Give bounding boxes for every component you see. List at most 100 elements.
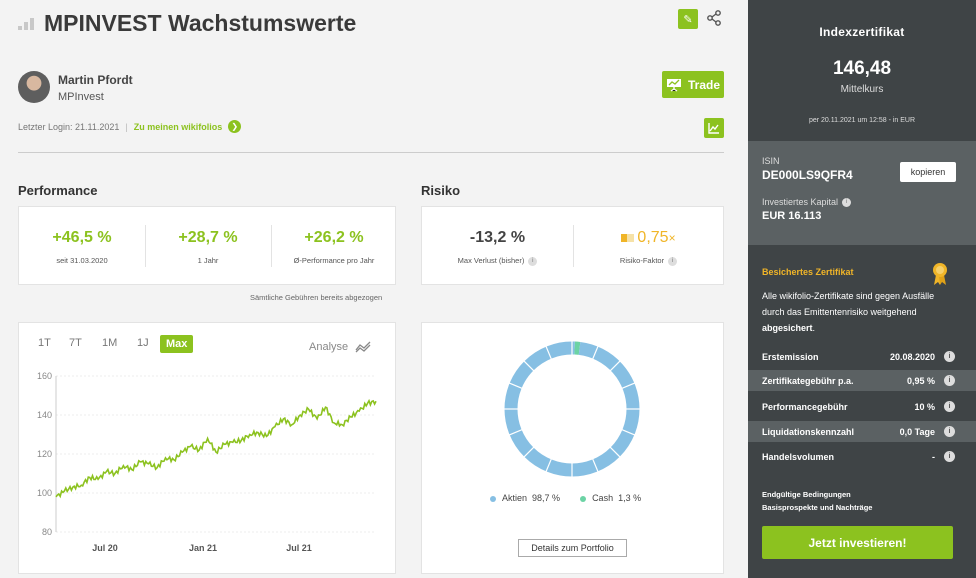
legend-dot: [580, 495, 587, 502]
row-value: 10 %: [914, 402, 935, 412]
login-row: Letzter Login: 21.11.2021 | Zu meinen wi…: [18, 120, 242, 133]
kpi-value: +26,2 %: [304, 229, 364, 246]
title-row: MPINVEST Wachstumswerte: [18, 10, 356, 37]
risk-factor-label: Risiko-Faktor: [619, 256, 665, 265]
page-title: MPINVEST Wachstumswerte: [44, 10, 357, 36]
trade-button[interactable]: Trade: [662, 71, 724, 98]
secured-title: Besichertes Zertifikat: [762, 267, 854, 277]
performance-title: Performance: [18, 183, 98, 198]
tab-1t[interactable]: 1T: [38, 337, 51, 349]
y-tick-label: 120: [37, 449, 52, 459]
row-trading-volume: Handelsvolumen - i: [748, 446, 976, 467]
y-tick-label: 160: [37, 371, 52, 381]
fees-note: Sämtliche Gebühren bereits abgezogen: [250, 293, 383, 302]
risk-factor-suffix: ×: [668, 231, 676, 245]
final-terms-link[interactable]: Endgültige Bedingungen: [762, 490, 851, 499]
risk-factor-value: 0,75: [637, 229, 669, 246]
donut-separator: [508, 382, 523, 390]
tab-1m[interactable]: 1M: [102, 337, 118, 349]
row-performance-fee: Performancegebühr 10 % i: [748, 396, 976, 417]
row-value: 20.08.2020: [889, 352, 935, 362]
legend-item-cash: Cash 1,3 %: [580, 493, 641, 503]
certificate-sidebar: Indexzertifikat 146,48 Mittelkurs per 20…: [748, 0, 976, 578]
donut-separator: [545, 458, 553, 473]
divider: [271, 225, 272, 267]
tab-7t[interactable]: 7T: [69, 337, 82, 349]
avatar[interactable]: [18, 71, 50, 103]
info-icon[interactable]: i: [842, 198, 852, 208]
chevron-right-icon[interactable]: ❯: [228, 120, 242, 133]
row-certificate-fee: Zertifikategebühr p.a. 0,95 % i: [748, 370, 976, 391]
row-liquidation: Liquidationskennzahl 0,0 Tage i: [748, 421, 976, 442]
secured-bold: abgesichert: [762, 323, 813, 333]
donut-separator: [523, 446, 535, 458]
x-tick-label: Jul 20: [92, 543, 118, 553]
price-date: per 20.11.2021 um 12:58 - in EUR: [808, 117, 916, 124]
info-icon[interactable]: i: [944, 375, 955, 386]
prospectus-link[interactable]: Basisprospekte und Nachträge: [762, 503, 873, 512]
allocation-donut-chart: [503, 340, 641, 478]
kpi-value: 0,75×: [573, 229, 724, 247]
donut-separator: [545, 345, 553, 360]
mid-price: 146,48: [832, 58, 892, 79]
share-icon[interactable]: [706, 9, 722, 27]
series-line: [55, 398, 377, 499]
info-icon[interactable]: i: [668, 256, 678, 266]
secured-text: Alle wikifolio-Zertifikate sind gegen Au…: [762, 288, 952, 336]
tab-max[interactable]: Max: [160, 335, 194, 353]
y-tick-label: 100: [37, 488, 52, 498]
donut-separator: [609, 446, 621, 458]
kpi-value: +28,7 %: [178, 229, 238, 246]
analyse-label: Analyse: [309, 341, 349, 353]
edit-button[interactable]: ✎: [678, 9, 698, 29]
info-icon[interactable]: i: [944, 451, 955, 462]
author-name[interactable]: Martin Pfordt: [58, 73, 133, 87]
row-key: Handelsvolumen: [762, 452, 835, 462]
trade-label: Trade: [687, 77, 720, 92]
donut-separator: [591, 345, 599, 360]
kpi-avg-per-year: +26,2 % Ø-Performance pro Jahr: [271, 207, 397, 284]
row-value: 0,95 %: [906, 376, 935, 386]
invested-capital-label: Investiertes Kapital i: [762, 197, 852, 208]
secured-text-main: Alle wikifolio-Zertifikate sind gegen Au…: [762, 291, 935, 317]
copy-isin-button[interactable]: kopieren: [900, 162, 956, 182]
legend-item-aktien: Aktien 98,7 %: [490, 493, 560, 503]
my-wikifolios-link[interactable]: Zu meinen wikifolios: [133, 121, 223, 132]
info-icon[interactable]: i: [944, 426, 955, 437]
bars-icon: [18, 17, 36, 30]
main-content: MPINVEST Wachstumswerte ✎ Martin Pfordt …: [18, 9, 724, 574]
tab-1j[interactable]: 1J: [137, 337, 149, 349]
legend-label: Cash: [592, 493, 614, 503]
invest-now-button[interactable]: Jetzt investieren!: [762, 526, 953, 559]
donut-separator: [591, 458, 599, 473]
info-icon[interactable]: i: [944, 351, 955, 362]
info-icon[interactable]: i: [944, 401, 955, 412]
performance-line-chart: 160 140 120 100 80 Jul 20 Jan 21 Jul 21: [37, 371, 377, 553]
analyse-icon: [355, 341, 371, 353]
row-key: Performancegebühr: [762, 402, 848, 412]
legend-value: 98,7 %: [532, 493, 561, 503]
donut-separator: [523, 360, 535, 372]
presentation-icon: [666, 78, 681, 92]
risk-card: -13,2 % Max Verlust (bisher) i 0,75× Risi…: [421, 206, 724, 285]
sidebar-heading: Indexzertifikat: [819, 25, 905, 39]
last-login: Letzter Login: 21.11.2021: [18, 121, 120, 132]
kpi-label: 1 Jahr: [197, 256, 219, 265]
kpi-risk-factor: 0,75× Risiko-Faktor i: [573, 207, 724, 284]
allocation-card: [421, 322, 724, 574]
info-icon[interactable]: i: [528, 256, 538, 266]
isin-box: ISIN DE000LS9QFR4 kopieren Investiertes …: [748, 141, 976, 245]
divider: [18, 152, 724, 153]
legend-label: Aktien: [502, 493, 528, 503]
kpi-since-start: +46,5 % seit 31.03.2020: [19, 207, 145, 284]
donut-separator: [621, 428, 636, 436]
kpi-label: Ø-Performance pro Jahr: [293, 256, 375, 265]
chart-button[interactable]: [704, 118, 724, 138]
analyse-link[interactable]: Analyse: [309, 341, 371, 353]
kpi-label: seit 31.03.2020: [56, 256, 108, 265]
portfolio-details-button[interactable]: Details zum Portfolio: [518, 539, 627, 557]
legend-value: 1,3 %: [618, 493, 642, 503]
invested-capital-value: EUR 16.113: [762, 210, 822, 222]
kpi-one-year: +28,7 % 1 Jahr: [145, 207, 271, 284]
